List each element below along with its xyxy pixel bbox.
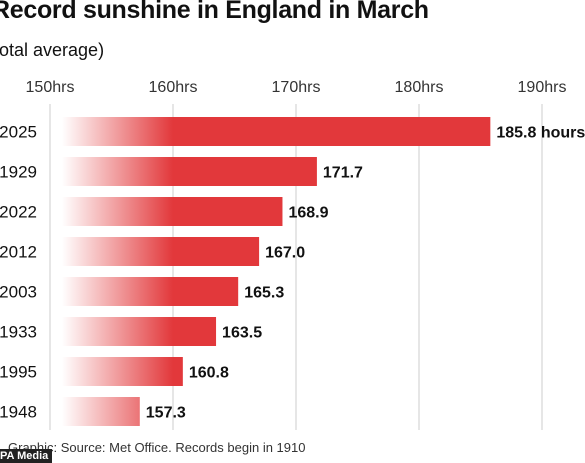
x-tick-label: 150hrs [26,79,75,96]
chart-title: Record sunshine in England in March [0,0,429,24]
source-note: Graphic: Source: Met Office. Records beg… [8,440,306,455]
x-tick-label: 190hrs [518,79,567,96]
data-label: 167.0 [265,245,305,262]
x-tick-label: 170hrs [272,79,321,96]
category-label: 2025 [0,123,37,142]
data-label: 168.9 [288,205,328,222]
category-label: 1929 [0,163,37,182]
x-tick-label: 180hrs [395,79,444,96]
category-label: 2022 [0,203,37,222]
bar-2022 [62,197,283,226]
bar-1948 [62,397,140,426]
bar-1995 [62,357,183,386]
bar-1933 [62,317,217,346]
data-label: 165.3 [244,285,284,302]
category-label: 1933 [0,323,37,342]
bar-2003 [62,277,239,306]
bar-2025 [62,117,491,146]
x-tick-label: 160hrs [149,79,198,96]
bar-2012 [62,237,260,266]
data-label: 163.5 [222,325,262,342]
category-label: 1995 [0,363,37,382]
data-label: 185.8 hours [496,125,585,142]
category-label: 2003 [0,283,37,302]
data-label: 157.3 [146,405,186,422]
data-label: 171.7 [323,165,363,182]
credit-label: PA Media [0,449,53,463]
bar-1929 [62,157,317,186]
category-label: 1948 [0,403,37,422]
data-label: 160.8 [189,365,229,382]
category-label: 2012 [0,243,37,262]
chart-subtitle: (total average) [0,40,105,60]
